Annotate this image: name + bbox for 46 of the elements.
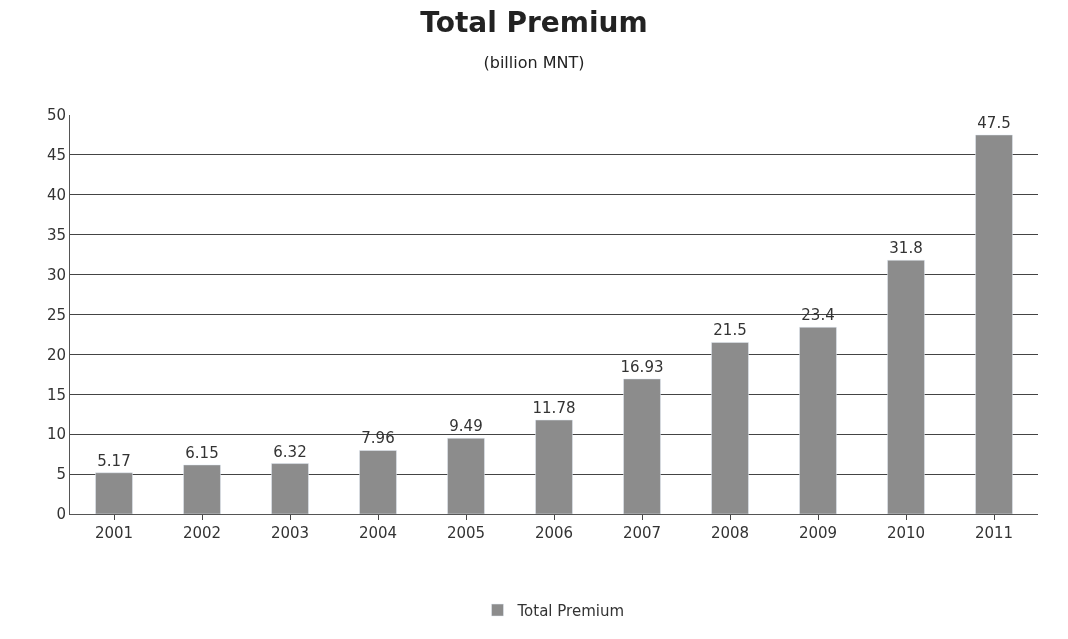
data-label: 16.93: [620, 357, 664, 376]
bar: [799, 327, 837, 514]
y-tick-label: 10: [46, 425, 66, 444]
bar: [359, 450, 397, 514]
data-label: 31.8: [889, 239, 923, 258]
x-tick-label: 2004: [358, 524, 398, 542]
data-label: 6.15: [185, 443, 219, 462]
y-tick-label: 15: [46, 385, 66, 404]
x-tick-label: 2007: [622, 524, 662, 542]
x-tick-label: 2010: [886, 524, 926, 542]
y-tick-label: 50: [46, 106, 66, 125]
bar: [711, 342, 749, 514]
y-tick-label: 30: [46, 265, 66, 284]
x-tick-label: 2011: [974, 524, 1014, 542]
bar: [623, 378, 661, 514]
y-tick-label: 5: [56, 465, 66, 484]
x-tick-label: 2008: [710, 524, 750, 542]
data-label: 6.32: [273, 442, 307, 461]
x-tick-label: 2006: [534, 524, 574, 542]
y-tick-label: 40: [46, 186, 66, 205]
data-label: 5.17: [97, 451, 131, 470]
x-tick-label: 2001: [94, 524, 134, 542]
data-label: 11.78: [532, 399, 576, 417]
bar: [975, 134, 1013, 514]
data-label: 47.5: [977, 113, 1011, 132]
x-tick-label: 2002: [182, 524, 222, 542]
bar: [887, 259, 925, 514]
data-label: 9.49: [449, 417, 483, 436]
x-tick-label: 2005: [446, 524, 486, 542]
bar: [447, 438, 485, 514]
chart-title: Total Premium: [420, 5, 648, 39]
x-tick-label: 2003: [270, 524, 310, 542]
bar: [271, 463, 309, 514]
y-tick-label: 0: [56, 505, 66, 524]
legend-label: Total Premium: [516, 601, 625, 620]
data-label: 21.5: [713, 321, 747, 340]
bar: [183, 464, 221, 514]
data-label: 7.96: [361, 429, 395, 448]
bar: [535, 419, 573, 514]
y-tick-label: 35: [46, 225, 66, 244]
y-tick-label: 25: [46, 305, 66, 324]
y-tick-label: 45: [46, 146, 66, 165]
chart-subtitle: (billion MNT): [483, 53, 585, 73]
bar: [95, 472, 133, 514]
x-tick-label: 2009: [798, 524, 838, 542]
y-tick-label: 20: [46, 345, 66, 364]
